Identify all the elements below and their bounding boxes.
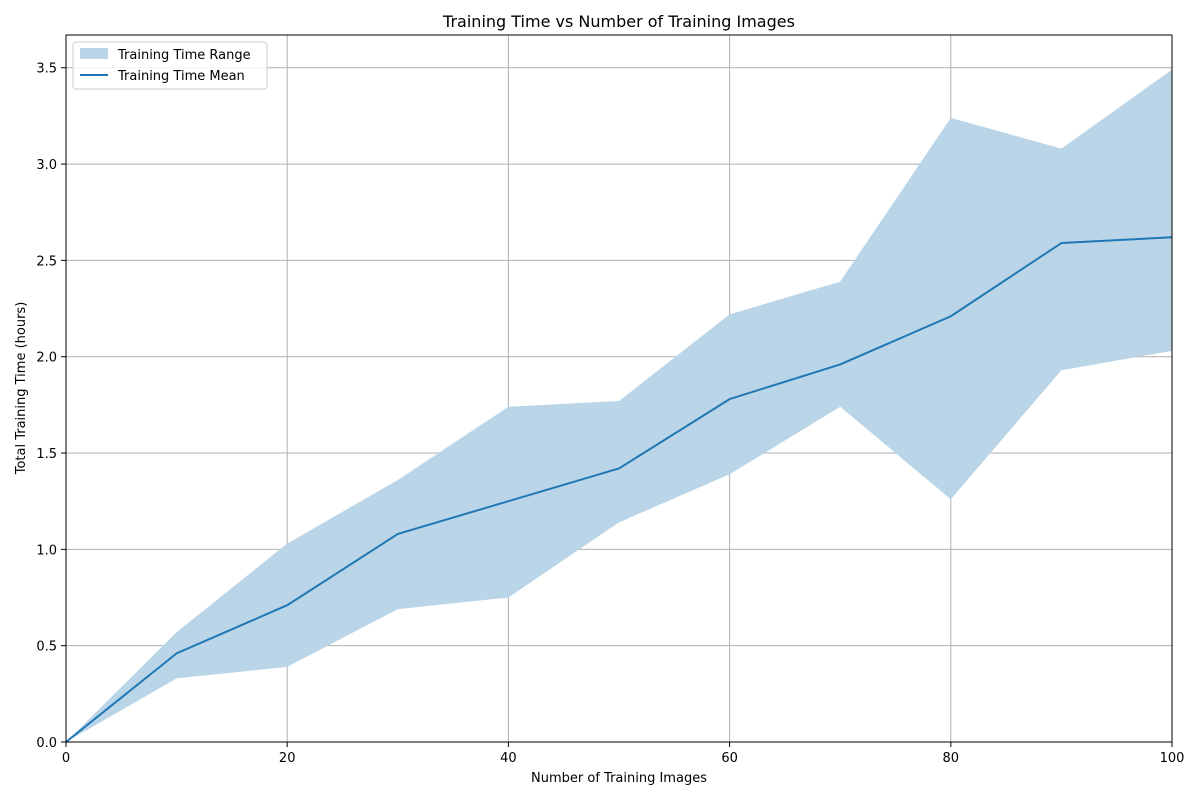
y-tick-label-3: 1.5 bbox=[36, 447, 57, 462]
y-tick-label-4: 2.0 bbox=[36, 351, 57, 366]
y-tick-label-0: 0.0 bbox=[36, 736, 57, 751]
x-tick-label-1: 20 bbox=[279, 751, 296, 766]
x-axis-label: Number of Training Images bbox=[531, 771, 707, 786]
y-tick-label-7: 3.5 bbox=[36, 62, 57, 77]
x-tick-label-4: 80 bbox=[943, 751, 960, 766]
x-tick-label-2: 40 bbox=[500, 751, 517, 766]
legend-label-mean: Training Time Mean bbox=[117, 69, 245, 84]
chart-title: Training Time vs Number of Training Imag… bbox=[442, 12, 795, 31]
plot-frame bbox=[65, 34, 1173, 743]
x-tick-label-3: 60 bbox=[721, 751, 738, 766]
y-tick-label-2: 1.0 bbox=[36, 543, 57, 558]
legend-label-range: Training Time Range bbox=[117, 48, 251, 63]
legend: Training Time Range Training Time Mean bbox=[72, 41, 268, 90]
y-tick-label-1: 0.5 bbox=[36, 640, 57, 655]
y-tick-label-6: 3.0 bbox=[36, 158, 57, 173]
legend-box bbox=[72, 41, 268, 90]
legend-swatch-range bbox=[80, 48, 108, 59]
tick-layer: 0 20 40 60 80 100 0.0 0.5 1.0 1.5 2.0 2.5 3.0 3.5 bbox=[36, 62, 1184, 766]
y-tick-label-5: 2.5 bbox=[36, 254, 57, 269]
data-layer bbox=[65, 69, 1173, 743]
training-time-mean-line bbox=[65, 236, 1173, 743]
y-axis-label: Total Training Time (hours) bbox=[14, 302, 29, 476]
x-tick-label-0: 0 bbox=[62, 751, 70, 766]
training-time-range-band bbox=[66, 69, 1172, 742]
x-tick-label-5: 100 bbox=[1160, 751, 1185, 766]
